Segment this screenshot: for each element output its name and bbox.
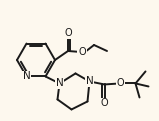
- Text: O: O: [101, 98, 108, 108]
- Text: O: O: [78, 47, 86, 57]
- Text: N: N: [56, 78, 63, 88]
- Text: N: N: [86, 76, 93, 86]
- Text: N: N: [23, 72, 30, 81]
- Text: O: O: [64, 28, 72, 38]
- Text: O: O: [117, 78, 124, 88]
